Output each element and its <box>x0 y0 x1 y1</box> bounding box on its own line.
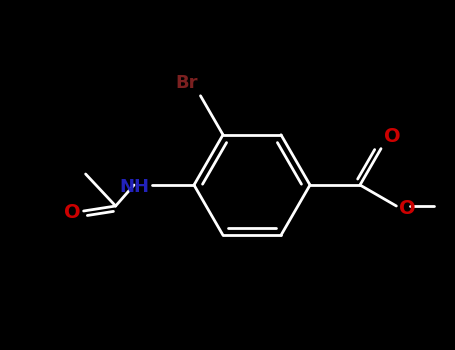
Text: NH: NH <box>119 178 149 196</box>
Text: O: O <box>64 203 81 223</box>
Text: O: O <box>384 127 400 146</box>
Text: O: O <box>399 198 416 217</box>
Text: Br: Br <box>175 74 197 92</box>
